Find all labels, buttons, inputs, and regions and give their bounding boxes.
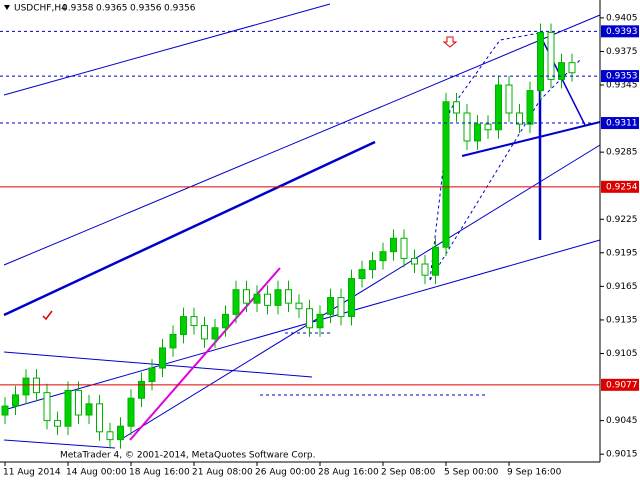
- x-tick-label: 26 Aug 00:00: [255, 468, 316, 478]
- price-level-box: [601, 25, 639, 38]
- candle-body: [180, 316, 187, 335]
- x-tick-label: 5 Sep 00:00: [444, 468, 499, 478]
- candle-body: [22, 377, 30, 396]
- candle-body: [421, 263, 429, 276]
- candle-body: [306, 308, 313, 329]
- candle-body: [495, 84, 502, 131]
- candle-body: [43, 392, 51, 422]
- candle-body: [201, 325, 208, 340]
- candle-body: [33, 377, 40, 394]
- header-value: 0.9356: [164, 4, 196, 14]
- candle-body: [484, 123, 492, 131]
- candle-body: [127, 397, 135, 427]
- x-tick-label: 14 Aug 00:00: [66, 468, 127, 478]
- candle-body: [253, 293, 261, 304]
- candle-body: [295, 302, 303, 310]
- candle-body: [138, 380, 145, 399]
- price-level-box: [601, 378, 639, 391]
- x-tick-label: 11 Aug 2014: [3, 468, 61, 478]
- candle-body: [442, 101, 450, 248]
- price-level-box: [601, 70, 639, 83]
- candle-body: [190, 316, 198, 327]
- y-tick-label: 0.9105: [606, 349, 638, 359]
- candle-body: [106, 431, 114, 441]
- candle-body: [54, 420, 61, 427]
- y-tick-label: 0.9165: [606, 282, 638, 292]
- candle-body: [117, 425, 124, 441]
- candle-body: [390, 237, 397, 253]
- y-tick-label: 0.9135: [606, 315, 638, 325]
- candle-body: [400, 237, 408, 259]
- y-tick-label: 0.9045: [606, 416, 638, 426]
- candle-body: [274, 289, 282, 306]
- candle-body: [505, 84, 513, 114]
- candle-body: [348, 278, 355, 318]
- candle-body: [327, 297, 334, 315]
- candle-body: [85, 403, 93, 416]
- header-value: 0.9358: [62, 4, 94, 14]
- candle-body: [463, 112, 471, 142]
- candle-body: [243, 289, 250, 304]
- price-level-label: 0.9077: [606, 380, 638, 390]
- candle-body: [148, 367, 156, 382]
- candle-body: [64, 389, 72, 427]
- copyright: MetaTrader 4, © 2001-2014, MetaQuotes So…: [60, 451, 316, 461]
- candle-body: [1, 405, 9, 416]
- candle-body: [432, 246, 439, 276]
- price-level-box: [601, 117, 639, 130]
- candle-body: [537, 31, 544, 92]
- y-tick-label: 0.9345: [606, 81, 638, 91]
- x-tick-label: 9 Sep 16:00: [507, 468, 562, 478]
- x-tick-label: 2 Sep 08:00: [381, 468, 436, 478]
- header-value: 0.9365: [96, 4, 128, 14]
- header-icon: [4, 5, 10, 10]
- y-tick-label: 0.9285: [606, 148, 638, 158]
- candle-body: [379, 251, 387, 262]
- candle-body: [169, 333, 177, 349]
- trend-lines: [3, 3, 601, 449]
- price-level-box: [601, 180, 639, 193]
- candle-body: [358, 269, 366, 280]
- candle-body: [453, 101, 460, 114]
- y-tick-label: 0.9015: [606, 450, 638, 460]
- candle-body: [568, 62, 576, 74]
- candle-body: [96, 403, 103, 433]
- candle-body: [159, 347, 166, 369]
- candle-body: [285, 289, 292, 304]
- header-value: 0.9356: [130, 4, 162, 14]
- candle-body: [222, 313, 229, 329]
- candle-body: [316, 313, 324, 329]
- candle-body: [264, 293, 271, 306]
- x-tick-label: 18 Aug 16:00: [129, 468, 190, 478]
- candle-body: [526, 90, 534, 125]
- y-tick-label: 0.9375: [606, 47, 638, 57]
- candle-body: [474, 123, 481, 142]
- y-tick-label: 0.9225: [606, 215, 638, 225]
- price-level-label: 0.9353: [606, 72, 638, 82]
- candle-body: [75, 389, 82, 416]
- candle-body: [337, 297, 345, 318]
- candle-body: [547, 31, 555, 80]
- x-tick-label: 21 Aug 08:00: [192, 468, 253, 478]
- candle-body: [516, 112, 523, 125]
- price-level-label: 0.9393: [606, 27, 638, 37]
- candle-body: [12, 394, 19, 407]
- candle-body: [232, 289, 240, 315]
- candle-body: [369, 260, 376, 271]
- candle-body: [411, 257, 418, 265]
- candle-body: [558, 62, 565, 80]
- price-level-label: 0.9254: [606, 182, 638, 192]
- symbol: USDCHF,H4: [14, 4, 67, 14]
- candle-body: [211, 327, 219, 340]
- x-tick-label: 28 Aug 16:00: [318, 468, 379, 478]
- price-level-label: 0.9311: [606, 119, 638, 129]
- y-tick-label: 0.9405: [606, 13, 638, 23]
- y-tick-label: 0.9195: [606, 248, 638, 258]
